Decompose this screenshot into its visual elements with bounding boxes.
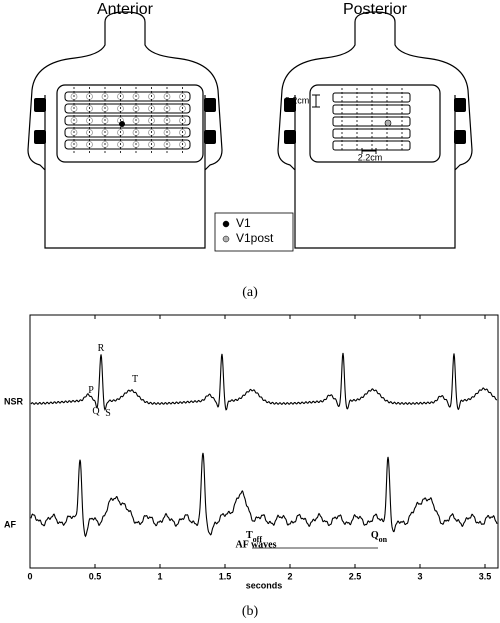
legend-box xyxy=(214,212,294,252)
legend-label: V1post xyxy=(236,231,274,245)
x-tick-label: 0 xyxy=(27,571,32,581)
electrode-clip xyxy=(204,98,216,112)
electrode-strip xyxy=(64,115,191,126)
electrode-strip xyxy=(332,104,411,115)
x-tick-label: 0.5 xyxy=(89,571,102,581)
electrode-clip xyxy=(454,98,466,112)
legend-marker xyxy=(222,235,230,243)
caption: (a) xyxy=(242,285,258,300)
electrode-board xyxy=(56,84,204,163)
electrode-strip xyxy=(332,128,411,139)
electrode-v1post xyxy=(384,119,392,127)
electrode-strip xyxy=(332,116,411,127)
electrode-clip xyxy=(34,98,46,112)
annotation-text: T xyxy=(132,374,138,385)
trace-label: AF xyxy=(4,519,16,529)
electrode-strip xyxy=(64,127,191,138)
anterior-title: Anterior xyxy=(97,1,154,18)
annotation: Toff xyxy=(246,530,262,544)
annotation-text: T xyxy=(246,530,253,541)
caption: (b) xyxy=(242,604,259,619)
torso-diagrams xyxy=(27,11,473,249)
electrode-clip xyxy=(284,98,296,112)
annotation: R xyxy=(98,343,105,354)
electrode-clip xyxy=(204,130,216,144)
torso-outline xyxy=(277,11,473,249)
x-tick-label: 2.5 xyxy=(349,571,362,581)
legend-label: V1 xyxy=(236,216,251,230)
electrode-clip xyxy=(34,130,46,144)
nsr-trace xyxy=(30,352,498,411)
dim-label: 2.2cm xyxy=(358,152,383,162)
x-tick-label: 2 xyxy=(287,571,292,581)
annotation: AF waves xyxy=(235,539,276,550)
annotation: S xyxy=(105,408,111,419)
electrode-strip xyxy=(332,92,411,103)
electrode-board xyxy=(309,84,441,163)
electrode-clip xyxy=(454,130,466,144)
annotation-text: S xyxy=(105,408,111,419)
annotation: Qon xyxy=(371,530,388,544)
trace-label: NSR xyxy=(4,396,24,406)
annotation-sub: on xyxy=(379,535,388,544)
x-tick-label: 3 xyxy=(417,571,422,581)
annotation-text: Q xyxy=(92,406,100,417)
x-tick-label: 3.5 xyxy=(479,571,492,581)
annotation-text: P xyxy=(88,385,94,396)
annotation: P xyxy=(88,385,94,396)
electrode-v1 xyxy=(119,121,125,127)
x-tick-label: 1.5 xyxy=(219,571,232,581)
annotation-sub: off xyxy=(253,535,263,544)
plot-frame xyxy=(29,314,499,569)
af-trace xyxy=(30,452,498,538)
annotation-text: Q xyxy=(371,530,379,541)
x-tick-label: 1 xyxy=(157,571,162,581)
electrode-strip xyxy=(64,91,191,102)
electrode-clip xyxy=(284,130,296,144)
electrode-strip xyxy=(332,140,411,151)
torso xyxy=(27,11,223,249)
electrode-strip xyxy=(64,139,191,150)
x-axis-label: seconds xyxy=(246,580,283,590)
electrode-strip xyxy=(64,103,191,114)
dim-label: 2.2cm xyxy=(285,95,310,105)
posterior-title: Posterior xyxy=(343,1,408,18)
legend-marker xyxy=(222,220,230,228)
torso-outline xyxy=(27,11,223,249)
annotation-text: R xyxy=(98,343,105,354)
annotation: T xyxy=(132,374,138,385)
dim-markers xyxy=(312,94,377,154)
annotation: Q xyxy=(92,406,100,417)
torso xyxy=(277,11,473,249)
